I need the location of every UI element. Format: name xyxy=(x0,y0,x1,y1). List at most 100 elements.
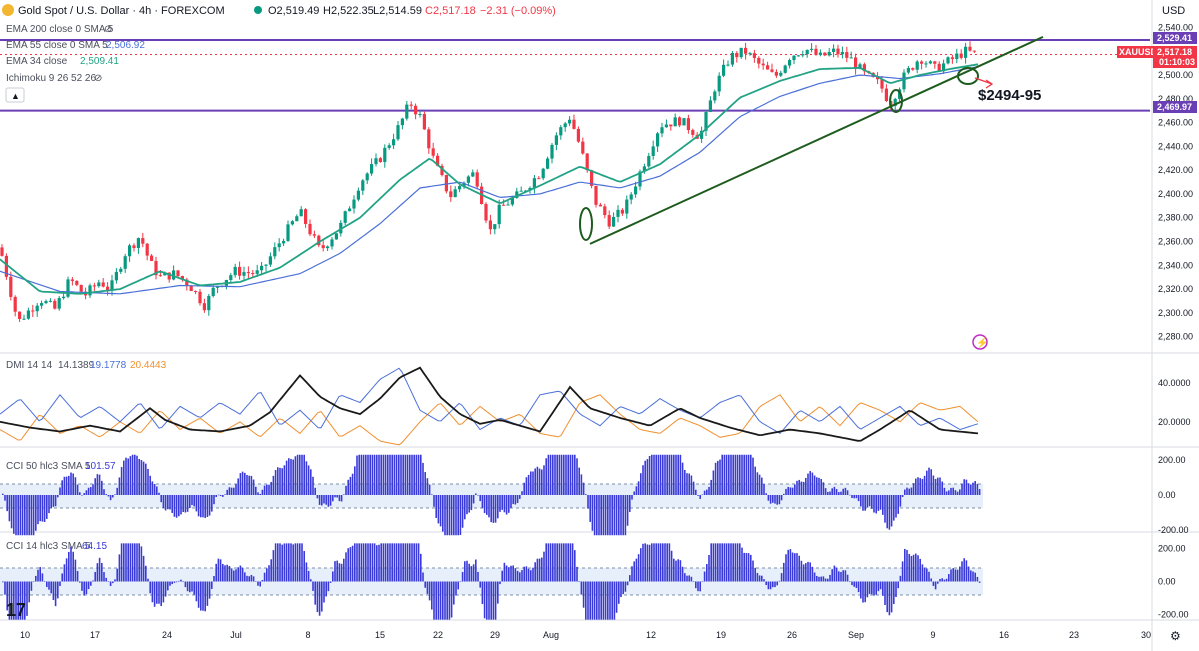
target-annotation[interactable]: $2494-95 xyxy=(978,87,1041,104)
cci14-bar xyxy=(706,564,708,582)
cci14-bar xyxy=(629,575,631,582)
cci14-bar xyxy=(978,581,981,583)
candle-body xyxy=(475,172,479,187)
cci14-bar xyxy=(323,581,325,603)
ema34-legend[interactable]: EMA 34 close xyxy=(6,56,68,67)
eye-hidden-icon[interactable]: ⊘ xyxy=(94,73,102,84)
time-tick-label: 8 xyxy=(305,630,310,640)
cci50-bar xyxy=(904,489,906,495)
cci50-bar xyxy=(226,489,228,495)
cci14-bar xyxy=(46,581,48,588)
cci50-bar xyxy=(838,492,840,495)
cci14-bar xyxy=(745,553,748,582)
ohlc-open: O2,519.49 xyxy=(268,5,319,17)
cci50-bar xyxy=(15,495,17,536)
candle-body xyxy=(180,276,184,280)
cci50-bar xyxy=(237,478,239,495)
cci50-bar xyxy=(74,477,77,495)
cci50-bar xyxy=(657,454,660,495)
cci50-bar xyxy=(382,454,385,495)
candle-body xyxy=(123,256,127,269)
cci14-legend[interactable]: CCI 14 hlc3 SMA 5 xyxy=(6,541,91,552)
tradingview-logo[interactable]: 17 xyxy=(6,600,26,620)
cci14-bar xyxy=(417,543,420,582)
cci50-bar xyxy=(701,494,704,495)
cci14-bar xyxy=(200,581,202,611)
cci14-bar xyxy=(301,543,303,582)
cci50-bar xyxy=(833,486,836,495)
ema55-legend[interactable]: EMA 55 close 0 SMA 5 xyxy=(6,40,108,51)
cci50-bar xyxy=(182,495,184,513)
ema200-legend[interactable]: EMA 200 close 0 SMA 5 xyxy=(6,24,114,35)
candle-body xyxy=(154,260,158,276)
candle-body xyxy=(845,51,849,58)
cci14-bar xyxy=(600,581,602,620)
cci14-bar xyxy=(578,581,580,583)
eye-hidden-icon[interactable]: ⊘ xyxy=(104,24,112,35)
cci50-bar xyxy=(494,495,497,523)
candle-body xyxy=(167,272,171,280)
candle-body xyxy=(911,68,915,70)
cci50-bar xyxy=(35,495,37,531)
cci14-bar xyxy=(871,581,873,595)
cci14-bar xyxy=(972,571,974,582)
cci50-bar xyxy=(805,477,807,495)
cci14-bar xyxy=(435,581,437,620)
cci14-bar xyxy=(688,575,690,582)
collapse-legend-button[interactable] xyxy=(5,87,25,103)
cci14-bar xyxy=(552,543,554,582)
gear-icon[interactable]: ⚙ xyxy=(1170,629,1181,643)
touch-ellipse[interactable] xyxy=(579,207,593,241)
cci14-bar xyxy=(307,570,310,582)
cci14-bar xyxy=(140,546,143,582)
cci50-bar xyxy=(453,495,455,536)
cci14-bar xyxy=(930,578,932,582)
candle-body xyxy=(678,117,682,126)
cci50-bar xyxy=(956,491,959,495)
candle-body xyxy=(40,303,44,306)
touch-ellipse[interactable] xyxy=(889,89,903,113)
cci50-bar xyxy=(824,488,827,495)
candle-body xyxy=(295,216,299,222)
cci14-tick-label: 0.00 xyxy=(1158,577,1176,587)
cci50-bar xyxy=(948,490,950,495)
touch-ellipse[interactable] xyxy=(957,67,979,85)
cci50-bar xyxy=(780,495,783,501)
cci50-legend[interactable]: CCI 50 hlc3 SMA 5 xyxy=(6,461,91,472)
cci50-bar xyxy=(395,454,398,495)
candle-body xyxy=(321,245,325,249)
cci14-bar xyxy=(263,572,266,582)
cci14-bar xyxy=(846,574,849,582)
cci50-bar xyxy=(677,454,679,495)
candle-body xyxy=(959,53,963,58)
currency-label[interactable]: USD xyxy=(1162,5,1185,17)
dmi-legend[interactable]: DMI 14 14 xyxy=(6,360,53,371)
cci14-bar xyxy=(884,581,886,605)
cci14-histogram xyxy=(2,543,981,620)
cci50-bar xyxy=(499,495,501,512)
trendline-group[interactable] xyxy=(579,35,1044,245)
cci50-bar xyxy=(37,495,39,525)
cci14-bar xyxy=(340,563,343,582)
candle-body xyxy=(779,72,783,76)
cci14-bar xyxy=(776,581,778,586)
candle-body xyxy=(757,57,761,64)
lightning-icon[interactable]: ⚡ xyxy=(972,334,988,350)
cci14-bar xyxy=(261,579,264,582)
ichimoku-legend[interactable]: Ichimoku 9 26 52 26 xyxy=(6,73,96,84)
cci50-bar xyxy=(769,495,772,504)
candle-body xyxy=(612,216,616,227)
symbol-title[interactable]: Gold Spot / U.S. Dollar · 4h · FOREXCOM xyxy=(18,5,225,17)
svg-text:⚡: ⚡ xyxy=(976,336,988,349)
cci14-bar xyxy=(505,565,508,582)
cci50-bar xyxy=(670,454,673,495)
candle-body xyxy=(70,279,74,281)
cci14-bar xyxy=(268,565,270,582)
candle-body xyxy=(603,206,607,216)
candle-body xyxy=(255,270,259,274)
cci50-bar xyxy=(538,468,541,495)
cci50-bar xyxy=(884,495,886,523)
trendline[interactable] xyxy=(589,35,1044,245)
price-tick-label: 2,340.00 xyxy=(1158,260,1193,270)
cci50-bar xyxy=(413,454,415,495)
